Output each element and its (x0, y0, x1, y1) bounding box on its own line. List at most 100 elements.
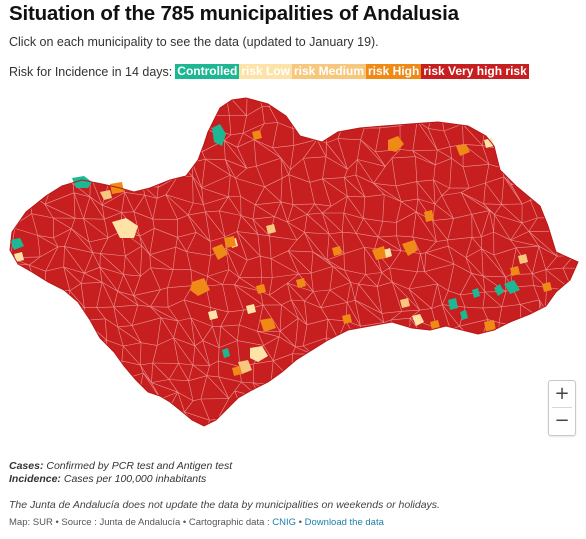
municipality-border (365, 272, 382, 275)
cases-definition: Cases: Confirmed by PCR test and Antigen… (9, 460, 232, 473)
municipality-border (568, 175, 578, 198)
municipality-border (462, 123, 464, 145)
municipality-border (133, 418, 162, 420)
municipality-border (14, 419, 18, 426)
municipality-risk-low[interactable] (14, 252, 24, 262)
municipality-risk-high[interactable] (256, 284, 266, 294)
municipality-border (40, 174, 55, 181)
download-data-link[interactable]: Download the data (304, 517, 384, 528)
municipality-border (194, 345, 210, 366)
municipality-risk-low[interactable] (384, 248, 392, 258)
municipality-border (310, 377, 330, 390)
municipality-risk-low[interactable] (208, 310, 218, 320)
cnig-link[interactable]: CNIG (272, 517, 297, 528)
municipality-border (152, 345, 158, 364)
municipality-border (433, 179, 443, 196)
municipality-border (37, 235, 41, 257)
municipality-risk-high[interactable] (252, 130, 262, 140)
municipality-risk-high[interactable] (296, 278, 306, 288)
municipality-border (390, 109, 418, 122)
municipality-border (287, 282, 305, 302)
municipality-controlled[interactable] (504, 280, 520, 294)
municipality-border (280, 157, 290, 175)
municipality-border (152, 198, 158, 220)
municipality-border (432, 220, 448, 241)
municipality-risk-high[interactable] (372, 246, 386, 260)
municipality-risk-high[interactable] (342, 314, 352, 324)
municipality-risk-medium[interactable] (400, 298, 410, 308)
municipality-border (574, 255, 578, 259)
municipality-border (188, 111, 193, 127)
municipality-risk-low[interactable] (412, 314, 424, 326)
municipality-risk-high[interactable] (456, 144, 470, 156)
municipality-risk-high[interactable] (212, 244, 228, 260)
municipality-risk-high[interactable] (260, 318, 276, 332)
municipality-border (101, 376, 106, 398)
municipality-border (53, 217, 72, 229)
municipality-risk-high[interactable] (542, 282, 552, 292)
municipality-controlled[interactable] (72, 176, 92, 188)
municipality-border (175, 237, 178, 248)
municipality-risk-low[interactable] (484, 138, 494, 148)
municipality-risk-low[interactable] (246, 304, 256, 314)
municipality-border (40, 308, 56, 312)
municipality-border (481, 248, 506, 278)
municipality-border (184, 98, 190, 112)
municipality-risk-medium[interactable] (238, 360, 252, 374)
map-container[interactable] (0, 92, 586, 447)
municipality-border (0, 183, 2, 197)
municipality-risk-high[interactable] (430, 320, 440, 330)
municipality-controlled[interactable] (10, 238, 24, 250)
municipality-risk-high[interactable] (484, 320, 496, 332)
municipality-border (156, 337, 174, 346)
municipality-controlled[interactable] (472, 288, 480, 298)
municipality-border (383, 355, 391, 360)
municipality-border (124, 391, 127, 421)
municipality-border (528, 113, 558, 122)
municipality-risk-high[interactable] (332, 246, 342, 256)
municipality-border (202, 326, 213, 341)
municipality-risk-high[interactable] (424, 210, 434, 222)
municipality-controlled[interactable] (460, 310, 468, 320)
municipality-risk-high[interactable] (388, 136, 404, 152)
municipality-controlled[interactable] (212, 124, 226, 146)
municipality-risk-medium[interactable] (266, 224, 276, 234)
municipality-border (14, 168, 22, 178)
municipality-controlled[interactable] (222, 348, 230, 358)
municipality-border (53, 237, 59, 248)
municipality-border (230, 174, 236, 179)
municipality-risk-low[interactable] (112, 218, 138, 238)
zoom-out-button[interactable]: − (554, 410, 570, 431)
municipality-border (484, 126, 495, 132)
municipality-border (380, 341, 391, 345)
municipality-border (497, 391, 511, 416)
municipality-border (287, 214, 308, 223)
andalusia-map[interactable] (0, 92, 586, 447)
municipality-border (149, 254, 174, 270)
municipality-border (436, 327, 451, 340)
municipalities-highlighted[interactable] (10, 124, 552, 376)
municipality-border (260, 255, 272, 259)
municipality-risk-medium[interactable] (100, 190, 112, 200)
municipality-controlled[interactable] (448, 298, 458, 310)
municipality-border (50, 348, 69, 354)
municipality-risk-high[interactable] (510, 266, 520, 276)
zoom-in-button[interactable]: + (554, 383, 570, 404)
municipality-risk-high[interactable] (402, 240, 418, 256)
municipality-border (96, 282, 103, 308)
municipality-risk-high[interactable] (190, 278, 210, 296)
municipality-risk-high[interactable] (232, 366, 242, 376)
municipality-risk-high[interactable] (110, 182, 124, 194)
municipality-border (519, 166, 537, 181)
municipality-risk-high[interactable] (224, 236, 236, 248)
municipality-border (269, 235, 297, 241)
municipality-risk-low[interactable] (250, 346, 268, 362)
municipality-border (358, 274, 366, 285)
municipality-border (391, 391, 401, 413)
municipality-risk-medium[interactable] (518, 254, 528, 264)
municipality-border (494, 204, 502, 215)
municipality-border (83, 218, 109, 238)
municipality-border (572, 290, 576, 303)
municipality-controlled[interactable] (494, 284, 504, 296)
municipality-border (225, 159, 236, 179)
